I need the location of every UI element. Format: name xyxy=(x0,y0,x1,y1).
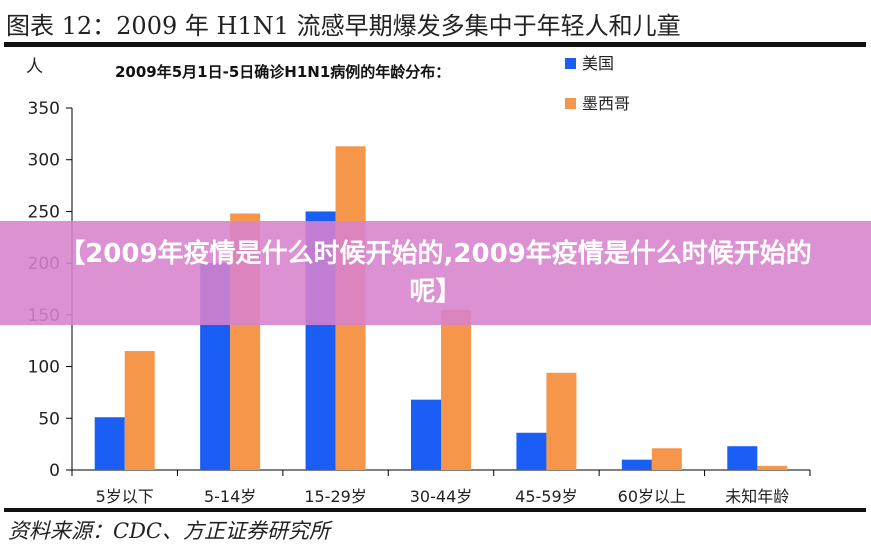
figure-title: 图表 12：2009 年 H1N1 流感早期爆发多集中于年轻人和儿童 xyxy=(6,12,681,40)
bar-us xyxy=(411,399,441,470)
legend-swatch xyxy=(565,98,576,109)
bar-us xyxy=(516,432,547,470)
y-axis-label: 人 xyxy=(26,57,43,77)
top-rule xyxy=(4,42,866,47)
bottom-rule xyxy=(4,508,866,512)
legend-swatch xyxy=(565,58,576,69)
bar-us xyxy=(621,459,652,470)
x-tick-label: 30-44岁 xyxy=(410,487,473,506)
overlay-banner: 【2009年疫情是什么时候开始的,2009年疫情是什么时候开始的呢】 xyxy=(0,221,871,325)
bar-us xyxy=(94,417,125,470)
y-tick-label: 300 xyxy=(28,151,60,171)
bar-mexico xyxy=(441,309,471,470)
legend-label: 美国 xyxy=(582,54,614,73)
y-tick-label: 250 xyxy=(28,202,60,222)
chart-title: 2009年5月1日-5日确诊H1N1病例的年龄分布： xyxy=(115,63,450,81)
y-tick-label: 50 xyxy=(38,409,60,429)
x-tick-label: 5-14岁 xyxy=(204,487,256,506)
x-tick-label: 60岁以上 xyxy=(618,487,686,506)
bar-mexico xyxy=(651,448,682,470)
x-tick-label: 15-29岁 xyxy=(304,487,367,506)
banner-text: 【2009年疫情是什么时候开始的,2009年疫情是什么时候开始的呢】 xyxy=(59,239,812,307)
y-tick-label: 350 xyxy=(28,99,60,119)
legend-label: 墨西哥 xyxy=(582,94,630,113)
bar-mexico xyxy=(546,372,577,470)
x-tick-label: 5岁以下 xyxy=(96,487,154,506)
bar-mexico xyxy=(124,351,155,470)
bar-us xyxy=(727,446,758,470)
x-tick-label: 45-59岁 xyxy=(515,487,578,506)
x-tick-label: 未知年龄 xyxy=(725,487,789,506)
y-tick-label: 0 xyxy=(49,461,60,481)
y-tick-label: 100 xyxy=(28,358,60,378)
bar-mexico xyxy=(757,465,788,470)
source-note: 资料来源：CDC、方正证券研究所 xyxy=(8,519,330,543)
